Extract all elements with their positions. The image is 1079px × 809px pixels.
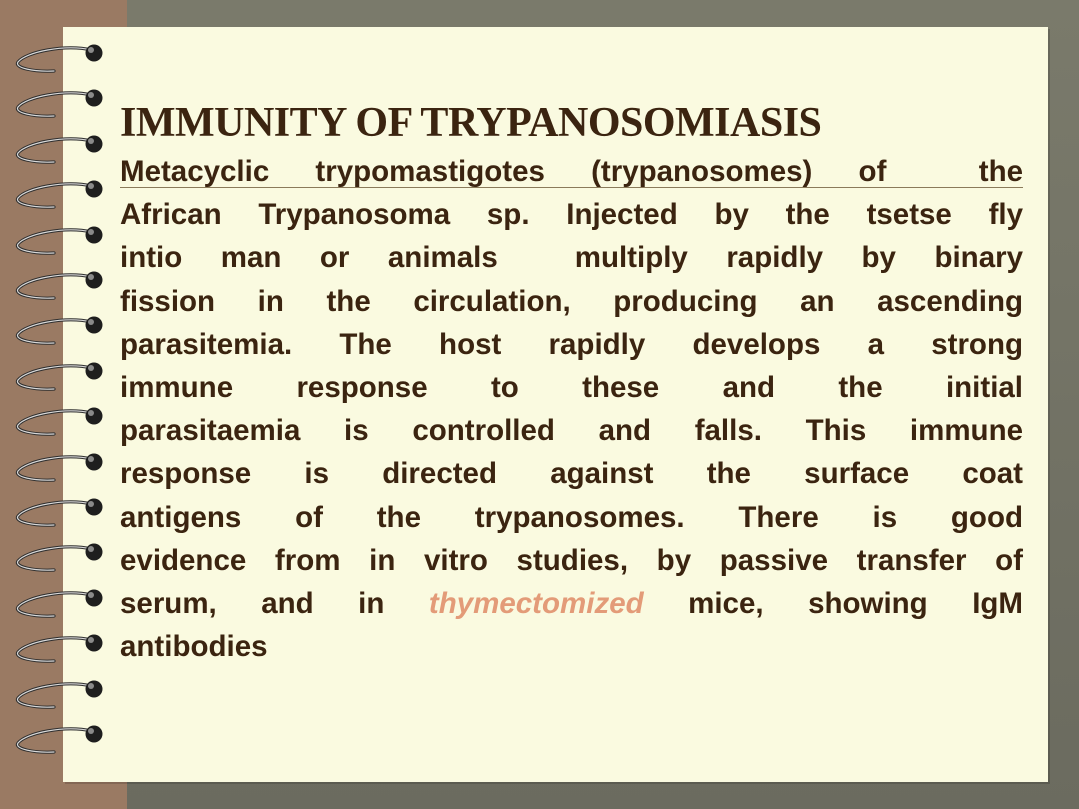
paragraph-line: fission in the circulation, producing an… <box>120 284 1023 318</box>
spiral-ring-icon <box>15 725 103 754</box>
paragraph-line: Metacyclic trypomastigotes (trypanosomes… <box>120 155 1023 188</box>
spiral-ring-icon <box>15 135 103 164</box>
paragraph-line: evidence from in vitro studies, by passi… <box>120 543 1023 577</box>
spiral-ring-icon <box>15 680 103 709</box>
spiral-ring-icon <box>15 44 103 73</box>
paragraph-line: parasitemia. The host rapidly develops a… <box>120 327 1023 361</box>
highlighted-term: thymectomized <box>428 586 644 620</box>
slide-title: IMMUNITY OF TRYPANOSOMIASIS <box>120 100 822 146</box>
paragraph-line: response is directed against the surface… <box>120 457 1023 491</box>
spiral-ring-icon <box>15 634 103 663</box>
paragraph-line: immune response to these and the initial <box>120 370 1023 404</box>
spiral-ring-icon <box>15 89 103 119</box>
title-underline <box>120 187 1023 188</box>
spiral-ring-icon <box>15 362 103 391</box>
body-paragraph: Metacyclic trypomastigotes (trypanosomes… <box>120 150 1023 668</box>
notebook-paper <box>63 27 1048 782</box>
paragraph-line: intio man or animals multiply rapidly by… <box>120 241 1023 275</box>
spiral-ring-icon <box>15 316 103 346</box>
paragraph-line: African Trypanosoma sp. Injected by the … <box>120 198 1023 232</box>
paragraph-line: antibodies <box>120 630 268 664</box>
spiral-ring-icon <box>15 226 103 255</box>
spiral-ring-icon <box>15 271 103 300</box>
spiral-ring-icon <box>15 498 103 527</box>
spiral-ring-icon <box>15 543 103 573</box>
paragraph-line: antigens of the trypanosomes. There is g… <box>120 500 1023 534</box>
paragraph-line: serum, and in thymectomized mice, showin… <box>120 586 1023 620</box>
paragraph-line: parasitaemia is controlled and falls. Th… <box>120 414 1023 448</box>
spiral-ring-icon <box>15 589 103 618</box>
spiral-ring-icon <box>15 407 103 436</box>
spiral-ring-icon <box>15 180 103 209</box>
spiral-ring-icon <box>15 453 103 482</box>
